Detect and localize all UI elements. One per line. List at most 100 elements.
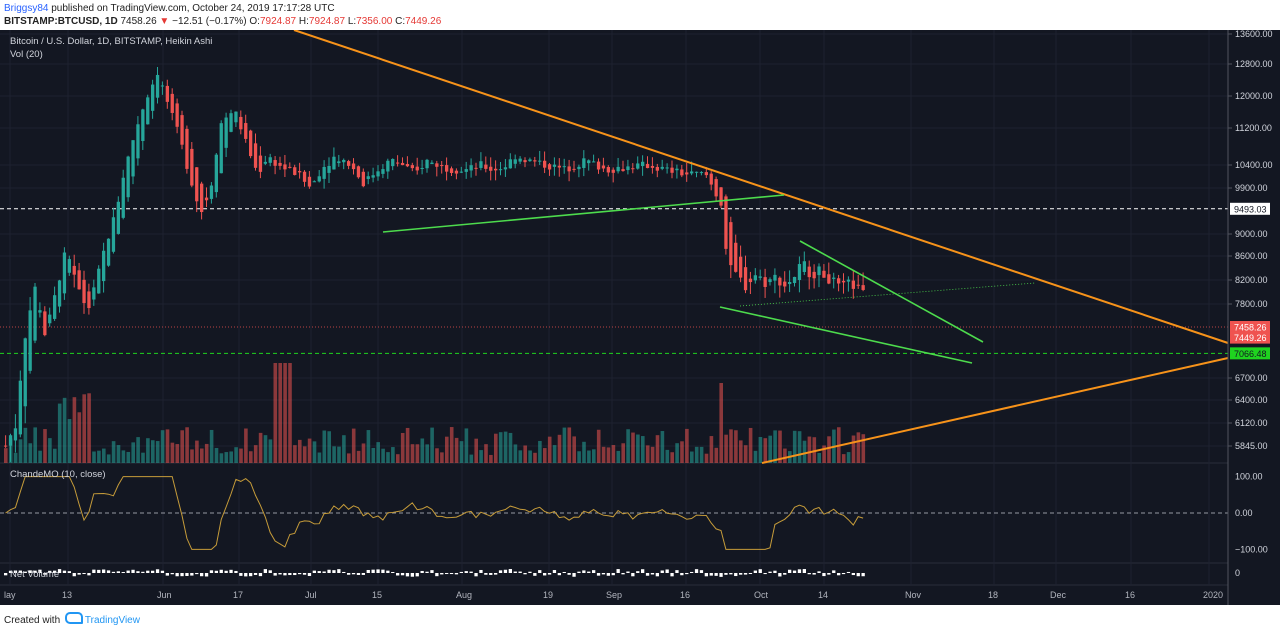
net-volume-bar bbox=[278, 573, 282, 575]
volume-bar bbox=[792, 430, 797, 463]
candle-body bbox=[23, 338, 27, 407]
volume-bar bbox=[136, 437, 140, 463]
net-volume-bar bbox=[131, 569, 135, 573]
volume-bar bbox=[160, 430, 165, 463]
candle-body bbox=[111, 217, 116, 252]
volume-bar bbox=[528, 450, 532, 463]
time-axis-label: Nov bbox=[905, 590, 922, 600]
price-axis-label: 6400.00 bbox=[1235, 395, 1268, 405]
net-volume-bar bbox=[396, 573, 400, 576]
volume-bar bbox=[131, 442, 135, 463]
candle-body bbox=[645, 163, 650, 169]
price-axis-label: 13600.00 bbox=[1235, 30, 1273, 39]
volume-bar bbox=[219, 453, 224, 463]
net-volume-bar bbox=[415, 573, 419, 577]
oscillator-axis-label: −100.00 bbox=[1235, 544, 1268, 554]
net-volume-bar bbox=[690, 571, 694, 573]
net-volume-bar bbox=[533, 573, 537, 576]
change-arrow-icon: ▼ bbox=[159, 16, 170, 27]
net-volume-bar bbox=[121, 571, 125, 573]
candle-body bbox=[13, 428, 18, 441]
net-volume-bar bbox=[391, 571, 395, 573]
net-volume-bar bbox=[126, 570, 130, 573]
price-label: 7449.26 bbox=[1234, 333, 1267, 343]
net-volume-bar bbox=[768, 571, 772, 573]
volume-bar bbox=[435, 448, 439, 463]
author-link[interactable]: Briggsy84 bbox=[4, 3, 49, 14]
volume-bar bbox=[430, 427, 434, 463]
candle-body bbox=[773, 274, 777, 281]
candle-body bbox=[552, 164, 557, 167]
change-value: −12.51 (−0.17%) bbox=[172, 16, 247, 27]
volume-bar bbox=[273, 363, 278, 463]
volume-bar bbox=[87, 393, 91, 463]
candle-body bbox=[405, 164, 410, 167]
candle-body bbox=[846, 279, 851, 282]
candle-body bbox=[400, 162, 405, 166]
volume-bar bbox=[494, 433, 498, 463]
candle-body bbox=[523, 160, 527, 163]
candle-body bbox=[670, 167, 674, 173]
close-value: 7449.26 bbox=[405, 16, 442, 27]
net-volume-bar bbox=[87, 573, 91, 576]
tradingview-link[interactable]: TradingView bbox=[84, 615, 140, 626]
volume-bar bbox=[82, 394, 86, 463]
volume-bar bbox=[141, 452, 145, 463]
net-volume-bar bbox=[763, 573, 767, 575]
net-volume-bar bbox=[244, 573, 248, 577]
net-volume-bar bbox=[440, 573, 444, 575]
wedge-mid-dotted-line bbox=[739, 282, 1036, 307]
net-volume-bar bbox=[802, 569, 806, 573]
time-axis-label: lay bbox=[4, 590, 16, 600]
volume-bar bbox=[807, 436, 812, 463]
net-volume-bar bbox=[636, 571, 640, 573]
volume-bar bbox=[694, 446, 699, 463]
volume-bar bbox=[827, 436, 831, 463]
candle-body bbox=[518, 158, 522, 162]
candle-body bbox=[8, 435, 13, 446]
volume-bar bbox=[200, 448, 204, 463]
volume-bar bbox=[106, 454, 111, 463]
volume-bar bbox=[616, 450, 621, 463]
axes: lay 13 Jun 17 Jul 15 Aug 19 Sep 16 Oct 14 Nov 18 Dec 16… bbox=[4, 30, 1273, 605]
volume-bar bbox=[180, 430, 184, 463]
volume-bar bbox=[763, 438, 768, 463]
open-label: O: bbox=[249, 16, 260, 27]
volume-bar bbox=[734, 430, 738, 463]
candle-body bbox=[317, 176, 321, 182]
volume-bar bbox=[474, 438, 478, 463]
net-volume-bar bbox=[562, 571, 566, 573]
volume-bar bbox=[13, 452, 18, 463]
net-volume-bar bbox=[106, 570, 111, 573]
created-with-text: Created with bbox=[4, 615, 61, 626]
net-volume-bar bbox=[699, 570, 704, 573]
chart-canvas[interactable]: lay 13 Jun 17 Jul 15 Aug 19 Sep 16 Oct 14 Nov 18 Dec 16… bbox=[0, 30, 1280, 605]
net-volume-bar bbox=[454, 573, 459, 575]
volume-bar bbox=[508, 432, 513, 463]
price-axis-label: 11200.00 bbox=[1235, 123, 1272, 133]
net-volume-bar bbox=[582, 570, 586, 573]
net-volume-bar bbox=[469, 571, 473, 573]
candle-body bbox=[288, 166, 292, 168]
net-volume-bar bbox=[317, 571, 321, 573]
net-volume-bar bbox=[234, 570, 238, 573]
net-volume-bar bbox=[82, 573, 86, 575]
volume-bar bbox=[523, 445, 527, 463]
net-volume-bar bbox=[67, 571, 71, 573]
net-volume-bar bbox=[660, 570, 664, 573]
last-price: 7458.26 bbox=[120, 16, 157, 27]
net-volume-bar bbox=[601, 573, 606, 575]
candle-body bbox=[87, 291, 91, 309]
net-volume-bar bbox=[778, 573, 782, 577]
net-volume-bar bbox=[739, 573, 743, 575]
candle-body bbox=[92, 287, 96, 300]
net-volume-bar bbox=[97, 569, 101, 573]
volume-bar bbox=[680, 441, 684, 463]
volume-bar bbox=[381, 448, 385, 463]
net-volume-bar bbox=[347, 573, 351, 575]
low-label: L: bbox=[347, 16, 357, 27]
net-volume-bar bbox=[587, 571, 591, 573]
net-volume-bar bbox=[209, 570, 214, 573]
net-volume-bar bbox=[190, 573, 194, 576]
volume-bar bbox=[4, 448, 8, 463]
